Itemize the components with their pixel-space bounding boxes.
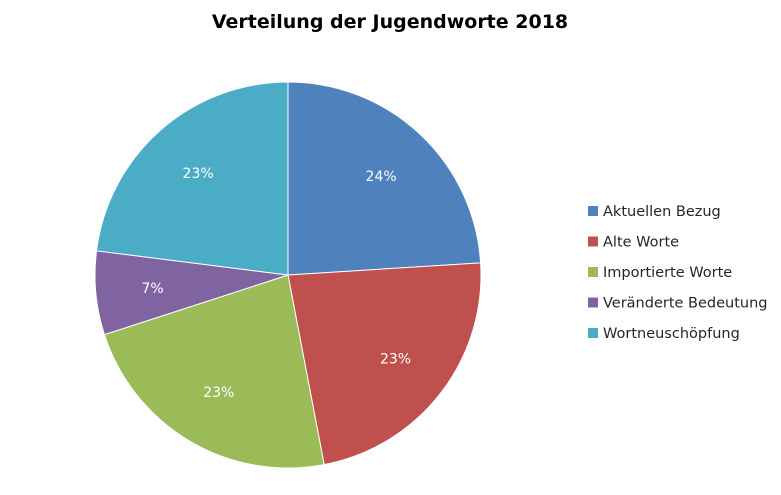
data-label-wortneuschoepfung: 23% xyxy=(183,166,214,182)
legend-label-aktuellen-bezug: Aktuellen Bezug xyxy=(603,204,721,220)
data-labels: 24% 23% 23% 7% 23% xyxy=(141,166,411,401)
legend-label-wortneuschoepfung: Wortneuschöpfung xyxy=(603,326,740,342)
pie-slice-alte-worte xyxy=(287,262,482,466)
pie-slice-importierte-worte xyxy=(103,274,325,469)
legend-item-alte-worte: Alte Worte xyxy=(588,235,679,251)
legend-swatch-importierte-worte xyxy=(588,267,598,277)
legend-item-importierte-worte: Importierte Worte xyxy=(588,265,732,281)
legend-item-veraenderte-bedeutung: Veränderte Bedeutung xyxy=(588,296,768,312)
data-label-alte-worte: 23% xyxy=(380,351,411,367)
legend-label-alte-worte: Alte Worte xyxy=(603,235,679,251)
legend-swatch-veraenderte-bedeutung xyxy=(588,297,598,308)
data-label-veraenderte-bedeutung: 7% xyxy=(141,281,163,297)
legend-item-aktuellen-bezug: Aktuellen Bezug xyxy=(588,204,721,220)
legend-swatch-aktuellen-bezug xyxy=(588,206,598,216)
legend-item-wortneuschoepfung: Wortneuschöpfung xyxy=(588,326,740,342)
chart-title: Verteilung der Jugendworte 2018 xyxy=(212,11,568,33)
legend-swatch-alte-worte xyxy=(588,236,598,247)
legend-swatch-wortneuschoepfung xyxy=(588,328,598,338)
legend: Aktuellen Bezug Alte Worte Importierte Wor… xyxy=(588,204,768,342)
legend-label-veraenderte-bedeutung: Veränderte Bedeutung xyxy=(603,296,768,312)
pie-slices xyxy=(94,81,482,469)
pie-slice-wortneuschoepfung xyxy=(95,81,289,276)
pie-slice-aktuellen-bezug xyxy=(287,81,482,276)
data-label-aktuellen-bezug: 24% xyxy=(366,169,397,185)
legend-label-importierte-worte: Importierte Worte xyxy=(603,265,732,281)
data-label-importierte-worte: 23% xyxy=(203,385,234,401)
